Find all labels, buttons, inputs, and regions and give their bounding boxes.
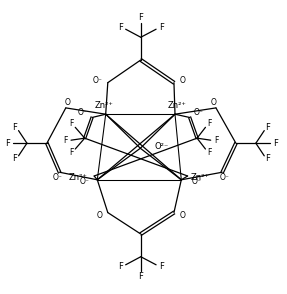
- Text: F: F: [208, 119, 212, 128]
- Text: O⁻: O⁻: [220, 173, 229, 182]
- Text: O⁻: O⁻: [93, 76, 102, 85]
- Text: F: F: [138, 273, 143, 281]
- Text: F: F: [12, 154, 17, 163]
- Text: F: F: [64, 136, 68, 145]
- Text: F: F: [159, 23, 164, 32]
- Text: O: O: [97, 211, 102, 220]
- Text: Zn²⁺: Zn²⁺: [94, 101, 113, 110]
- Text: O: O: [65, 98, 71, 107]
- Text: F: F: [208, 148, 212, 157]
- Text: O²⁻: O²⁻: [154, 142, 168, 151]
- Text: F: F: [214, 136, 218, 145]
- Text: F: F: [265, 154, 270, 163]
- Text: O: O: [211, 98, 217, 107]
- Text: F: F: [5, 139, 10, 148]
- Text: Zn²⁺: Zn²⁺: [168, 101, 187, 110]
- Text: O⁻: O⁻: [78, 108, 88, 117]
- Text: O⁻: O⁻: [53, 173, 62, 182]
- Text: O: O: [179, 211, 185, 220]
- Text: F: F: [69, 119, 73, 128]
- Text: F: F: [265, 123, 270, 132]
- Text: F: F: [138, 13, 143, 21]
- Text: Zn²⁺: Zn²⁺: [191, 173, 210, 182]
- Text: F: F: [159, 262, 164, 271]
- Text: F: F: [118, 262, 123, 271]
- Text: F: F: [12, 123, 17, 132]
- Text: O⁻: O⁻: [194, 108, 204, 117]
- Text: F: F: [273, 139, 278, 148]
- Text: O⁻: O⁻: [192, 177, 202, 186]
- Text: F: F: [118, 23, 123, 32]
- Text: O: O: [179, 76, 185, 85]
- Text: O⁻: O⁻: [80, 177, 90, 186]
- Text: F: F: [69, 148, 73, 157]
- Text: Zn²⁺: Zn²⁺: [69, 173, 88, 182]
